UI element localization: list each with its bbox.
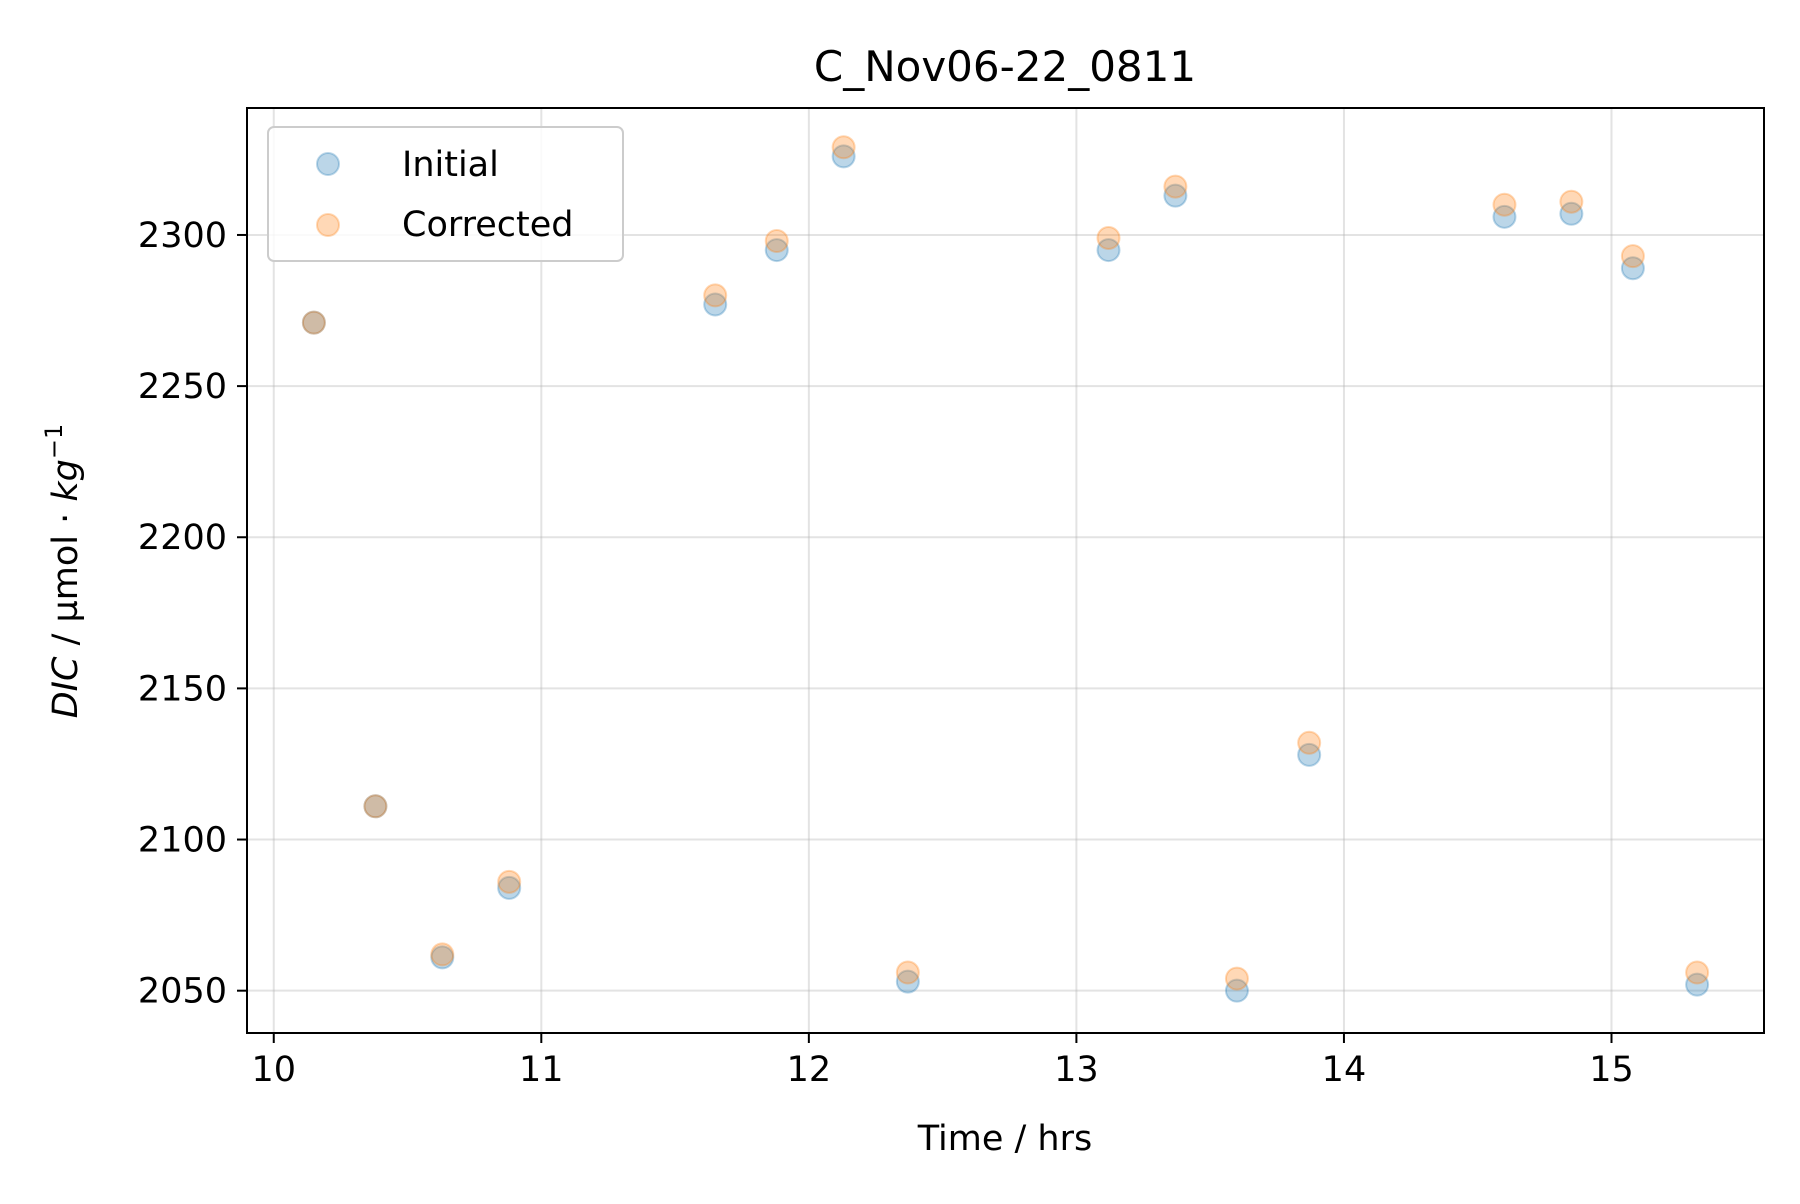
x-tick-label: 10: [251, 1050, 296, 1090]
data-point-corrected: [1622, 245, 1644, 267]
legend-label-initial: Initial: [402, 145, 499, 185]
legend: Initial Corrected: [268, 127, 623, 261]
legend-marker-corrected: [317, 214, 339, 236]
y-axis-label-unit-variable: kg: [46, 459, 86, 502]
x-tick-label: 15: [1589, 1050, 1634, 1090]
y-tick-label: 2050: [138, 972, 227, 1012]
data-point-corrected: [833, 136, 855, 158]
x-tick-label: 12: [787, 1050, 832, 1090]
data-point-corrected: [364, 795, 386, 817]
y-tick-label: 2200: [138, 518, 227, 558]
data-point-corrected: [1098, 227, 1120, 249]
legend-label-corrected: Corrected: [402, 205, 574, 245]
data-point-corrected: [498, 871, 520, 893]
points-layer: [303, 136, 1708, 1001]
y-axis-label-variable: DIC: [46, 656, 86, 718]
data-point-corrected: [303, 312, 325, 334]
ticks-layer: 10 11 12 13 14 15 2050 2100 2150 2200 2250 2300: [138, 216, 1634, 1090]
chart-title: C_Nov06-22_0811: [814, 42, 1196, 91]
x-tick-label: 11: [519, 1050, 564, 1090]
data-point-corrected: [704, 284, 726, 306]
y-axis-label-exponent: −1: [40, 424, 68, 459]
y-tick-label: 2100: [138, 821, 227, 861]
data-point-corrected: [1560, 191, 1582, 213]
data-point-corrected: [431, 943, 453, 965]
data-point-corrected: [1493, 194, 1515, 216]
data-point-corrected: [1164, 176, 1186, 198]
data-point-corrected: [1298, 732, 1320, 754]
x-axis-label: Time / hrs: [917, 1119, 1093, 1159]
y-tick-label: 2150: [138, 669, 227, 709]
y-tick-label: 2300: [138, 216, 227, 256]
data-point-corrected: [1226, 968, 1248, 990]
y-axis-label-separator: /: [46, 623, 86, 657]
y-axis-label: DIC / µmol · kg−1: [40, 424, 86, 719]
data-point-corrected: [766, 230, 788, 252]
y-tick-label: 2250: [138, 367, 227, 407]
x-tick-label: 14: [1322, 1050, 1367, 1090]
x-tick-label: 13: [1054, 1050, 1099, 1090]
y-axis-label-unit: µmol ·: [46, 502, 86, 623]
data-point-corrected: [1686, 962, 1708, 984]
legend-marker-initial: [317, 153, 339, 175]
data-point-corrected: [897, 962, 919, 984]
